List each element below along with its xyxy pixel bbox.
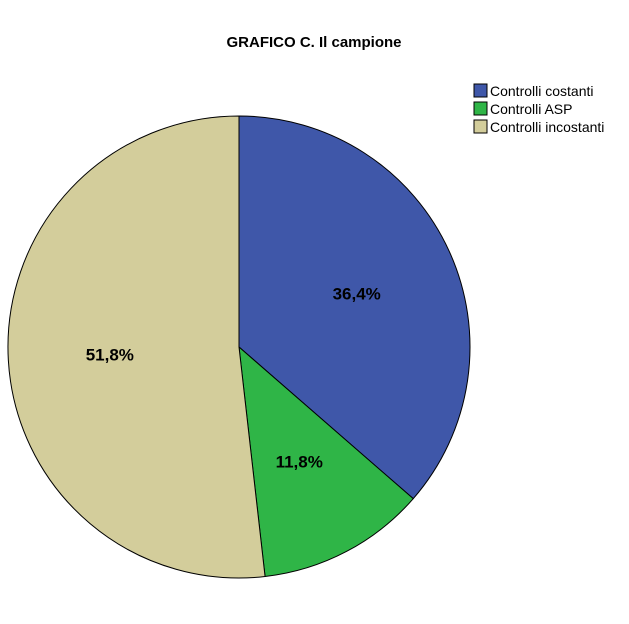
legend-swatch xyxy=(473,101,488,116)
legend-label: Controlli incostanti xyxy=(490,119,604,135)
legend: Controlli costanti Controlli ASP Controlli… xyxy=(473,83,604,135)
pie-slice-controlli-incostanti xyxy=(7,115,266,579)
slice-value-label: 36,4% xyxy=(333,284,381,303)
chart-title: GRAFICO C. Il campione xyxy=(226,34,401,51)
legend-label: Controlli ASP xyxy=(490,101,572,117)
pie-slices xyxy=(7,115,471,579)
legend-swatch xyxy=(473,83,488,98)
legend-label: Controlli costanti xyxy=(490,83,594,99)
slice-value-label: 51,8% xyxy=(86,345,134,364)
slice-value-label: 11,8% xyxy=(276,453,323,472)
pie-slice-controlli-asp xyxy=(238,346,414,578)
slice-labels: 36,4% 11,8% 51,8% xyxy=(86,284,381,471)
pie-slice-controlli-costanti xyxy=(238,115,471,500)
legend-swatch xyxy=(473,119,488,134)
